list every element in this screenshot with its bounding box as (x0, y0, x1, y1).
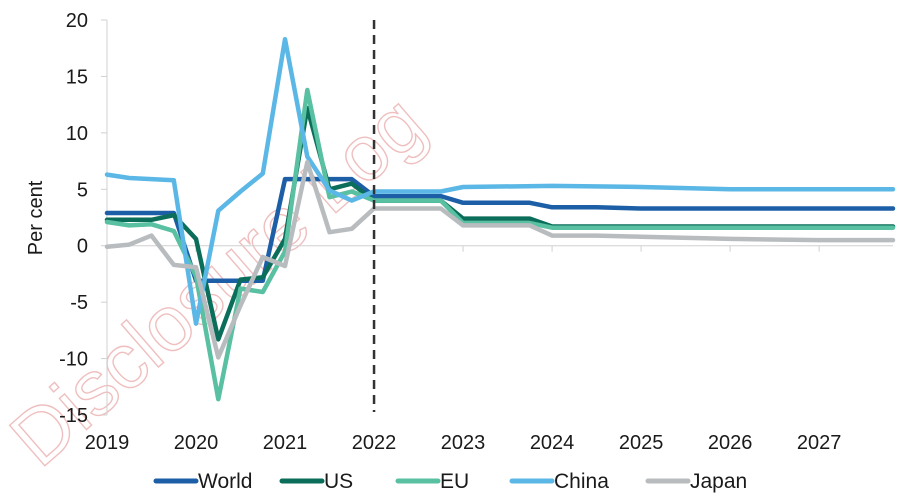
x-tick-label: 2020 (174, 432, 219, 454)
y-tick-label: 15 (66, 66, 88, 88)
x-tick-label: 2025 (619, 432, 664, 454)
legend: World US EU China Japan (156, 470, 747, 493)
legend-label-china: China (554, 470, 609, 493)
y-tick-label: -15 (59, 405, 88, 427)
y-tick-label: 10 (66, 123, 88, 145)
x-tick-label: 2024 (530, 432, 575, 454)
y-axis-label: Per cent (25, 180, 47, 255)
legend-label-eu: EU (440, 470, 469, 493)
x-tick-labels: 2019 2020 2021 2022 2023 2024 2025 2026 2027 (85, 432, 842, 454)
y-tick-label: -10 (59, 349, 88, 371)
y-tick-label: -5 (70, 292, 88, 314)
legend-label-world: World (198, 470, 252, 493)
legend-label-us: US (324, 470, 353, 493)
y-tick-label: 20 (66, 10, 88, 32)
x-tick-label: 2022 (352, 432, 397, 454)
x-tick-label: 2027 (797, 432, 842, 454)
y-tick-label: 0 (77, 236, 88, 258)
x-tick-label: 2026 (708, 432, 753, 454)
x-tick-label: 2023 (441, 432, 486, 454)
y-tick-label: 5 (77, 179, 88, 201)
x-tick-label: 2021 (263, 432, 308, 454)
y-tick-labels: -15 -10 -5 0 5 10 15 20 (59, 10, 88, 427)
legend-label-japan: Japan (690, 470, 747, 493)
x-tick-label: 2019 (85, 432, 130, 454)
